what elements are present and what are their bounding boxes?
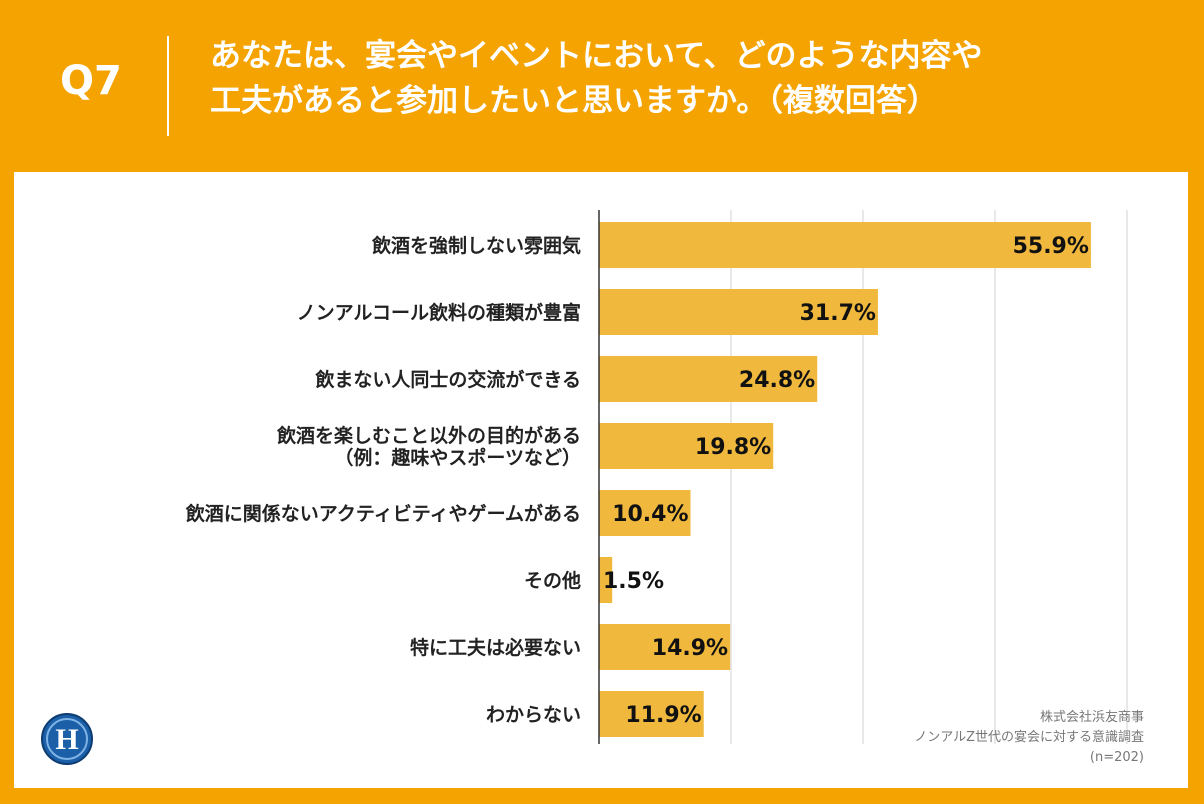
value-label-6: 1.5% [603, 569, 664, 594]
source-survey: ノンアルZ世代の宴会に対する意識調査 [914, 730, 1144, 746]
question-number: Q7 [60, 58, 122, 104]
logo-letter: H [55, 723, 78, 756]
category-label-8: わからない [486, 704, 581, 726]
bar-4 [599, 423, 774, 469]
bar-6 [599, 557, 613, 603]
source-note: 株式会社浜友商事 ノンアルZ世代の宴会に対する意識調査 (n=202) [914, 708, 1144, 768]
bar-chart: 55.9% 飲酒を強制しない雰囲気 31.7% ノンアルコール飲料の種類が豊富 24.8… [185, 210, 1128, 744]
value-label-2: 31.7% [800, 301, 876, 326]
question-line-1: あなたは、宴会やイベントにおいて、どのような内容や [210, 38, 983, 74]
source-company: 株式会社浜友商事 [1039, 710, 1144, 725]
question-text: あなたは、宴会やイベントにおいて、どのような内容や 工夫があると参加したいと思い… [210, 34, 1170, 124]
header: Q7 あなたは、宴会やイベントにおいて、どのような内容や 工夫があると参加したい… [0, 0, 1204, 172]
category-label-2: ノンアルコール飲料の種類が豊富 [297, 301, 581, 324]
company-logo: H [41, 713, 93, 765]
bar-3 [599, 356, 818, 402]
category-label-6: その他 [524, 569, 581, 592]
category-label-7: 特に工夫は必要ない [410, 636, 581, 659]
chart-panel: 55.9% 飲酒を強制しない雰囲気 31.7% ノンアルコール飲料の種類が豊富 24.8… [14, 172, 1188, 788]
bar-1 [599, 222, 1091, 268]
value-label-8: 11.9% [625, 703, 701, 728]
category-label-3: 飲まない人同士の交流ができる [314, 368, 581, 391]
category-label-5: 飲酒に関係ないアクティビティやゲームがある [185, 502, 581, 525]
value-label-4: 19.8% [695, 435, 771, 460]
bar-2 [599, 289, 878, 335]
value-label-3: 24.8% [739, 368, 815, 393]
value-label-1: 55.9% [1013, 234, 1089, 259]
category-label-4-line-2: （例：趣味やスポーツなど） [334, 446, 581, 469]
value-label-5: 10.4% [612, 502, 688, 527]
category-label-1: 飲酒を強制しない雰囲気 [371, 234, 581, 257]
bar-7 [599, 624, 731, 670]
category-label-4-line-1: 飲酒を楽しむこと以外の目的がある [276, 424, 581, 447]
header-divider [167, 36, 169, 136]
source-sample: (n=202) [1089, 750, 1144, 766]
value-label-7: 14.9% [652, 636, 728, 661]
bar-5 [599, 490, 691, 536]
question-line-2: 工夫があると参加したいと思いますか。（複数回答） [210, 82, 938, 119]
bar-8 [599, 691, 704, 737]
